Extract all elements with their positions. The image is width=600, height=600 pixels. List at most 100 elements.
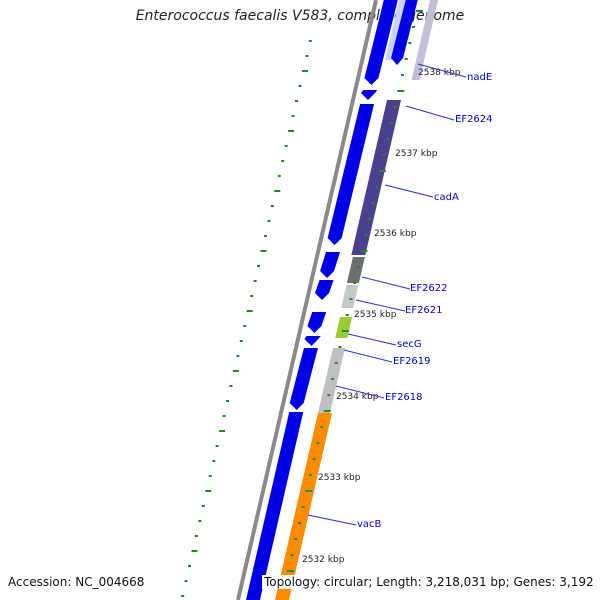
- kbp-label: 2532 kbp: [302, 555, 345, 565]
- forward-cds-block: [245, 412, 304, 600]
- genome-backbone: [236, 0, 378, 600]
- outer-tick: [267, 220, 271, 222]
- inner-tick: [378, 170, 386, 172]
- outer-tick: [281, 160, 285, 162]
- outer-tick: [184, 580, 188, 582]
- outer-tick: [263, 235, 267, 237]
- kbp-label: 2535 kbp: [354, 310, 397, 320]
- accession-text: Accession: NC_004668: [8, 575, 145, 589]
- inner-tick: [334, 362, 338, 364]
- gene-label-EF2624: EF2624: [455, 114, 493, 125]
- outer-tick: [212, 460, 216, 462]
- inner-tick: [415, 10, 423, 12]
- inner-tick: [338, 346, 342, 348]
- inner-tick: [400, 74, 404, 76]
- outer-tick: [219, 430, 226, 432]
- outer-tick: [232, 370, 239, 372]
- inner-tick: [364, 234, 368, 236]
- outer-tick: [260, 250, 267, 252]
- forward-cds-highlight: [385, 0, 406, 60]
- inner-tick: [412, 26, 416, 28]
- inner-tick: [386, 138, 390, 140]
- kbp-label: 2536 kbp: [374, 229, 417, 239]
- forward-strand-cds: [245, 0, 418, 600]
- outer-tick: [229, 385, 233, 387]
- inner-tick: [367, 218, 371, 220]
- inner-tick: [294, 538, 298, 540]
- inner-tick: [290, 554, 294, 556]
- inner-tick: [286, 570, 294, 572]
- outer-tick: [250, 295, 254, 297]
- outer-tick: [198, 520, 202, 522]
- forward-cds-block: [361, 90, 378, 100]
- outer-tick: [284, 145, 288, 147]
- outer-tick: [208, 475, 212, 477]
- outer-tick: [222, 415, 226, 417]
- outer-tick: [191, 550, 198, 552]
- inner-tick: [408, 42, 412, 44]
- outer-tick: [257, 265, 261, 267]
- gene-block-secG: [335, 317, 353, 338]
- gene-label-secG: secG: [397, 339, 422, 350]
- gene-block-EF2622: [346, 257, 365, 283]
- outer-tick: [188, 565, 192, 567]
- gene-label-EF2622: EF2622: [410, 283, 448, 294]
- outer-tick-track: [181, 40, 312, 597]
- outer-tick: [288, 130, 295, 132]
- inner-tick: [360, 250, 368, 252]
- outer-tick: [291, 115, 295, 117]
- kbp-label: 2533 kbp: [318, 473, 361, 483]
- inner-tick: [371, 202, 375, 204]
- inner-tick: [349, 298, 353, 300]
- inner-tick: [316, 442, 320, 444]
- forward-cds-block: [315, 280, 334, 300]
- outer-tick: [246, 310, 253, 312]
- kbp-label: 2534 kbp: [336, 392, 379, 402]
- inner-tick: [301, 506, 305, 508]
- inner-tick: [305, 490, 313, 492]
- forward-cds-block: [364, 0, 398, 85]
- outer-tick: [194, 535, 198, 537]
- gene-label-vacB: vacB: [357, 519, 382, 530]
- inner-tick: [308, 474, 312, 476]
- forward-cds-block: [320, 252, 341, 278]
- outer-tick: [243, 325, 247, 327]
- inner-tick: [297, 522, 301, 524]
- outer-tick: [215, 445, 219, 447]
- inner-tick: [331, 378, 335, 380]
- forward-cds-block: [391, 0, 418, 65]
- gene-label-EF2618: EF2618: [385, 392, 423, 403]
- outer-tick: [253, 280, 257, 282]
- forward-cds-gap: [379, 60, 393, 85]
- outer-tick: [301, 70, 308, 72]
- outer-tick: [226, 400, 229, 402]
- inner-tick: [397, 90, 405, 92]
- gene-labels: nadE EF2624 cadA EF2622 EF2621 secG EF26…: [357, 72, 493, 530]
- inner-tick: [389, 122, 393, 124]
- inner-tick: [382, 154, 386, 156]
- outer-tick: [270, 205, 274, 207]
- inner-tick: [375, 186, 379, 188]
- inner-tick: [342, 330, 350, 332]
- gene-block-EF2618: [318, 348, 345, 413]
- outer-tick: [277, 175, 281, 177]
- inner-tick: [393, 106, 397, 108]
- gene-label-EF2621: EF2621: [405, 305, 443, 316]
- outer-tick: [181, 595, 185, 597]
- outer-tick: [201, 505, 205, 507]
- forward-cds-block: [289, 348, 318, 410]
- inner-tick: [345, 314, 349, 316]
- inner-tick: [323, 410, 331, 412]
- forward-cds-block: [307, 312, 327, 333]
- forward-cds-block: [304, 336, 321, 346]
- inner-tick: [320, 426, 324, 428]
- kbp-label: 2537 kbp: [395, 149, 438, 159]
- gene-label-cadA: cadA: [434, 192, 459, 203]
- gene-label-nadE: nadE: [467, 72, 492, 83]
- inner-tick: [312, 458, 316, 460]
- inner-tick: [327, 394, 331, 396]
- inner-tick: [356, 266, 360, 268]
- gene-block-EF2621: [341, 285, 359, 308]
